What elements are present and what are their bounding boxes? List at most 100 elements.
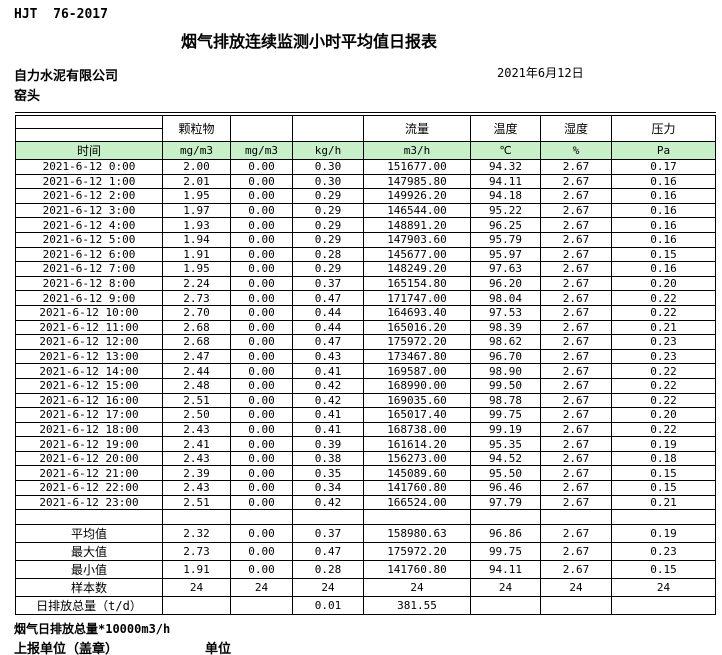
value-cell: 2.51 xyxy=(162,392,231,409)
summary-value-cell: 94.11 xyxy=(470,559,541,579)
summary-label-cell: 平均值 xyxy=(15,523,163,543)
summary-value-cell: 1.91 xyxy=(162,559,231,579)
summary-value-cell: 175972.20 xyxy=(363,541,471,561)
spacer-cell xyxy=(15,509,163,525)
value-cell: 0.37 xyxy=(292,275,364,292)
column-group-header xyxy=(292,115,364,142)
value-cell: 95.79 xyxy=(470,231,541,248)
value-cell: 2.67 xyxy=(540,480,612,496)
summary-value-cell: 99.75 xyxy=(470,541,541,561)
value-cell: 2.67 xyxy=(540,436,612,452)
time-cell: 2021-6-12 7:00 xyxy=(15,261,163,277)
value-cell: 99.75 xyxy=(470,407,541,423)
header-empty-cell xyxy=(15,128,163,142)
summary-value-cell: 2.67 xyxy=(540,559,612,579)
value-cell: 0.00 xyxy=(230,334,293,350)
table-row: 2021-6-12 8:00 2.24 0.00 0.37 165154.80 96.20… xyxy=(15,275,716,292)
value-cell: 0.00 xyxy=(230,290,293,306)
value-cell: 1.97 xyxy=(162,202,231,219)
value-cell: 1.93 xyxy=(162,217,231,233)
value-cell: 0.15 xyxy=(611,465,716,482)
table-row: 2021-6-12 22:00 2.43 0.00 0.34 141760.80 96.4… xyxy=(15,480,716,496)
value-cell: 168738.00 xyxy=(363,421,471,438)
value-cell: 141760.80 xyxy=(363,480,471,496)
summary-label-cell: 样本数 xyxy=(15,577,163,597)
time-cell: 2021-6-12 13:00 xyxy=(15,348,163,365)
value-cell: 0.00 xyxy=(230,465,293,482)
summary-value-cell: 2.73 xyxy=(162,541,231,561)
value-cell: 0.15 xyxy=(611,246,716,263)
value-cell: 0.22 xyxy=(611,421,716,438)
value-cell: 96.20 xyxy=(470,275,541,292)
time-cell: 2021-6-12 23:00 xyxy=(15,494,163,511)
value-cell: 0.43 xyxy=(292,348,364,365)
value-cell: 0.44 xyxy=(292,304,364,321)
value-cell: 0.21 xyxy=(611,319,716,336)
value-cell: 98.04 xyxy=(470,290,541,306)
value-cell: 0.42 xyxy=(292,392,364,409)
time-cell: 2021-6-12 4:00 xyxy=(15,217,163,233)
value-cell: 2.48 xyxy=(162,377,231,394)
table-row xyxy=(15,509,716,525)
value-cell: 0.29 xyxy=(292,231,364,248)
value-cell: 169587.00 xyxy=(363,363,471,379)
value-cell: 148249.20 xyxy=(363,261,471,277)
value-cell: 2.43 xyxy=(162,480,231,496)
value-cell: 0.28 xyxy=(292,246,364,263)
value-cell: 95.50 xyxy=(470,465,541,482)
unit-header-cell: kg/h xyxy=(292,141,364,160)
value-cell: 145089.60 xyxy=(363,465,471,482)
value-cell: 95.97 xyxy=(470,246,541,263)
value-cell: 0.41 xyxy=(292,407,364,423)
value-cell: 94.32 xyxy=(470,159,541,175)
column-group-header: 湿度 xyxy=(540,115,612,142)
time-cell: 2021-6-12 17:00 xyxy=(15,407,163,423)
value-cell: 2.44 xyxy=(162,363,231,379)
unit-header-cell: Pa xyxy=(611,141,716,160)
table-row: 2021-6-12 21:00 2.39 0.00 0.35 145089.60 95.5… xyxy=(15,465,716,482)
value-cell: 1.95 xyxy=(162,261,231,277)
summary-value-cell: 0.00 xyxy=(230,523,293,543)
value-cell: 2.67 xyxy=(540,319,612,336)
value-cell: 95.35 xyxy=(470,436,541,452)
time-cell: 2021-6-12 14:00 xyxy=(15,363,163,379)
value-cell: 0.38 xyxy=(292,450,364,467)
value-cell: 0.16 xyxy=(611,261,716,277)
value-cell: 2.47 xyxy=(162,348,231,365)
table-row: 2021-6-12 5:00 1.94 0.00 0.29 147903.60 95.79… xyxy=(15,231,716,248)
summary-value-cell xyxy=(470,595,541,615)
value-cell: 0.39 xyxy=(292,436,364,452)
value-cell: 0.47 xyxy=(292,334,364,350)
summary-value-cell: 24 xyxy=(540,577,612,597)
table-top-rule xyxy=(15,112,716,113)
column-group-header: 流量 xyxy=(363,115,471,142)
time-cell: 2021-6-12 10:00 xyxy=(15,304,163,321)
value-cell: 95.22 xyxy=(470,202,541,219)
value-cell: 0.00 xyxy=(230,217,293,233)
summary-value-cell: 2.67 xyxy=(540,541,612,561)
table-row: 样本数 24 24 24 24 24 24 24 xyxy=(15,577,716,597)
table-row: 2021-6-12 19:00 2.41 0.00 0.39 161614.20 95.3… xyxy=(15,436,716,452)
value-cell: 0.22 xyxy=(611,290,716,306)
unit-header-cell: m3/h xyxy=(363,141,471,160)
value-cell: 0.29 xyxy=(292,261,364,277)
spacer-cell xyxy=(162,509,231,525)
spacer-cell xyxy=(611,509,716,525)
value-cell: 0.00 xyxy=(230,436,293,452)
table-row: 2021-6-12 10:00 2.70 0.00 0.44 164693.40 97.5… xyxy=(15,304,716,321)
value-cell: 94.52 xyxy=(470,450,541,467)
summary-value-cell: 0.01 xyxy=(292,595,364,615)
value-cell: 0.29 xyxy=(292,202,364,219)
value-cell: 165017.40 xyxy=(363,407,471,423)
value-cell: 0.47 xyxy=(292,290,364,306)
summary-label-cell: 最小值 xyxy=(15,559,163,579)
summary-value-cell: 0.00 xyxy=(230,559,293,579)
value-cell: 0.16 xyxy=(611,202,716,219)
value-cell: 0.00 xyxy=(230,348,293,365)
time-cell: 2021-6-12 0:00 xyxy=(15,159,163,175)
value-cell: 0.41 xyxy=(292,421,364,438)
value-cell: 0.22 xyxy=(611,377,716,394)
value-cell: 0.23 xyxy=(611,348,716,365)
value-cell: 2.43 xyxy=(162,421,231,438)
